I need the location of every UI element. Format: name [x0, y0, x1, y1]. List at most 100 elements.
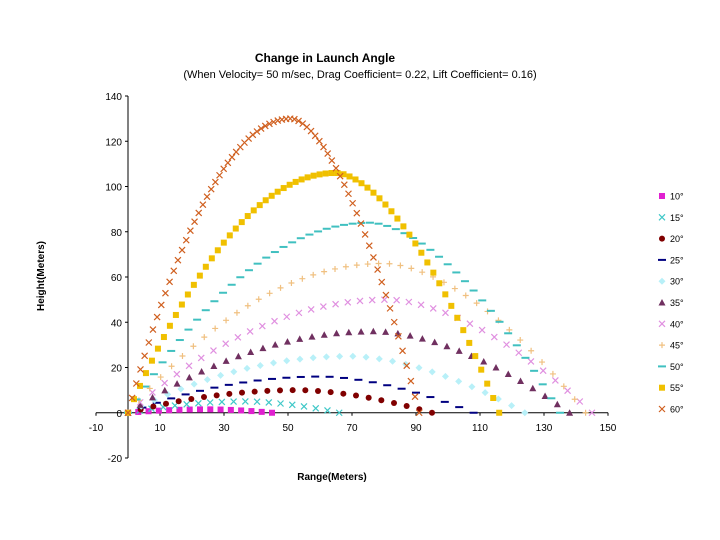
data-point — [302, 387, 309, 394]
data-point — [443, 342, 451, 350]
chart-subtitle: (When Velocity= 50 m/sec, Drag Coefficie… — [183, 69, 536, 81]
data-point — [408, 265, 415, 272]
data-point — [336, 172, 344, 180]
x-tick-label: 50 — [282, 423, 294, 434]
data-point — [454, 314, 461, 321]
data-point — [327, 389, 334, 396]
data-point — [382, 291, 390, 299]
data-point — [322, 353, 330, 361]
data-point — [418, 249, 425, 256]
data-point — [386, 260, 393, 267]
data-point — [218, 398, 226, 406]
data-point — [357, 328, 365, 335]
legend-item: 25° — [658, 255, 684, 265]
data-point — [412, 240, 419, 247]
data-point — [173, 370, 181, 378]
data-point — [277, 284, 284, 291]
data-point — [190, 380, 198, 388]
x-tick-label: 90 — [410, 423, 422, 434]
data-point — [390, 318, 398, 326]
data-point — [436, 280, 443, 287]
data-point — [478, 326, 486, 334]
legend-item: 10° — [659, 192, 684, 202]
legend-item: 15° — [658, 213, 684, 223]
data-point — [196, 272, 203, 279]
data-point — [244, 213, 251, 220]
data-point — [232, 225, 239, 232]
data-point — [172, 311, 179, 318]
data-point — [504, 370, 512, 378]
data-point — [517, 337, 524, 344]
legend-marker — [658, 277, 666, 285]
legend-item: 35° — [658, 298, 684, 308]
data-point — [582, 409, 589, 416]
data-point — [397, 262, 404, 269]
y-tick-label: 60 — [111, 273, 123, 284]
data-point — [541, 392, 549, 400]
data-point — [234, 333, 242, 341]
data-point — [295, 309, 303, 317]
data-point — [378, 397, 385, 404]
data-point — [415, 409, 423, 417]
data-point — [288, 280, 295, 287]
legend-item: 55° — [659, 383, 684, 393]
data-point — [161, 386, 169, 394]
data-point — [382, 201, 389, 208]
data-point — [361, 231, 369, 238]
chart-title: Change in Launch Angle — [255, 51, 396, 65]
legend-item: 40° — [658, 319, 684, 329]
data-point — [186, 227, 194, 235]
data-point — [280, 185, 287, 192]
x-tick-label: 110 — [472, 423, 488, 434]
data-point — [375, 355, 383, 363]
data-point — [214, 247, 221, 254]
data-point — [203, 376, 211, 384]
data-point — [290, 115, 298, 123]
data-point — [356, 297, 364, 305]
data-point — [148, 357, 155, 364]
data-point — [364, 261, 371, 268]
data-point — [153, 313, 161, 321]
data-point — [230, 368, 238, 376]
data-point — [375, 260, 382, 267]
data-point — [300, 403, 308, 410]
data-point — [560, 383, 567, 390]
data-point — [462, 292, 469, 299]
data-point — [358, 180, 365, 187]
data-point — [492, 364, 500, 371]
data-point — [213, 392, 220, 399]
data-point — [162, 289, 169, 297]
data-point — [480, 358, 488, 365]
data-point — [201, 394, 207, 401]
data-point — [190, 281, 197, 288]
data-point — [320, 331, 328, 338]
x-tick-label: 130 — [536, 423, 553, 434]
data-point — [394, 215, 401, 222]
data-point — [256, 361, 264, 369]
data-point — [388, 208, 395, 215]
x-tick-label: 150 — [600, 423, 617, 434]
legend-label: 60° — [670, 405, 684, 415]
series-60deg — [124, 115, 423, 417]
data-point — [141, 352, 149, 360]
data-point — [365, 394, 372, 401]
data-point — [161, 379, 169, 387]
data-point — [322, 170, 329, 177]
data-point — [266, 120, 273, 128]
data-point — [268, 192, 275, 199]
data-point — [312, 404, 320, 412]
data-point — [226, 390, 233, 397]
data-point — [137, 366, 144, 373]
data-point — [345, 190, 352, 198]
data-point — [429, 409, 435, 416]
data-point — [257, 125, 265, 132]
data-point — [206, 399, 214, 406]
data-point — [210, 362, 218, 370]
data-point — [521, 409, 529, 417]
data-point — [226, 232, 233, 239]
data-point — [429, 304, 437, 312]
data-point — [265, 399, 273, 406]
data-point — [315, 137, 323, 145]
data-point — [289, 387, 296, 394]
data-point — [428, 368, 436, 376]
